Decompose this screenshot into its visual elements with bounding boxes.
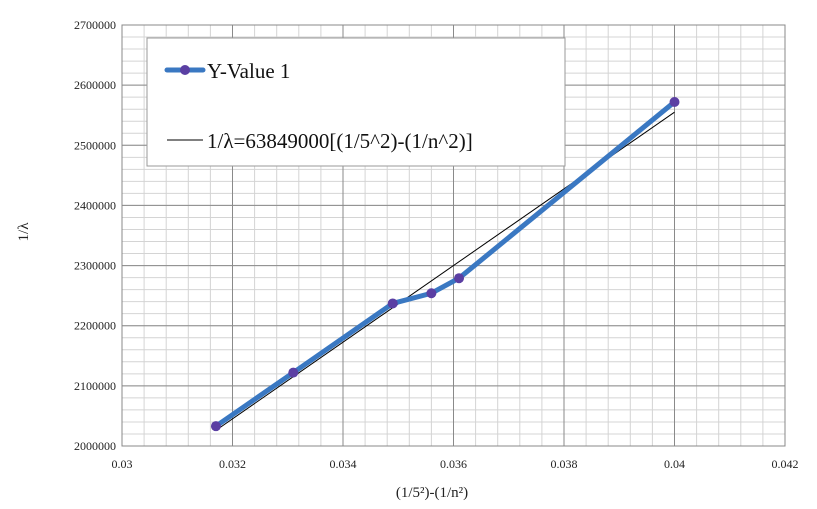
data-point <box>288 367 299 378</box>
x-tick-labels: 0.03 0.032 0.034 0.036 0.038 0.04 0.042 <box>112 457 799 471</box>
series-line <box>213 99 677 429</box>
series-layer <box>210 96 680 432</box>
plot-border <box>121 24 786 447</box>
y-tick-label: 2700000 <box>74 18 116 32</box>
y-tick-label: 2100000 <box>74 379 116 393</box>
data-point <box>387 298 398 309</box>
x-tick-label: 0.038 <box>551 457 578 471</box>
data-point <box>426 288 437 299</box>
data-point <box>454 273 465 284</box>
y-tick-labels: 2000000 2100000 2200000 2300000 2400000 25000… <box>74 18 116 453</box>
x-axis-label: (1/5²)-(1/n²) <box>396 485 468 501</box>
x-tick-label: 0.03 <box>112 457 133 471</box>
y-tick-label: 2000000 <box>74 439 116 453</box>
y-tick-label: 2500000 <box>74 138 116 152</box>
data-point <box>669 96 680 107</box>
x-tick-label: 0.034 <box>330 457 357 471</box>
y-tick-label: 2300000 <box>74 259 116 273</box>
legend-label-series-1: Y-Value 1 <box>207 59 290 83</box>
x-tick-label: 0.042 <box>772 457 799 471</box>
data-point <box>210 421 221 432</box>
legend-box <box>146 37 566 167</box>
legend: Y-Value 1 1/λ=63849000[(1/5^2)-(1/n^2)] <box>146 37 566 167</box>
y-tick-label: 2400000 <box>74 198 116 212</box>
y-tick-label: 2600000 <box>74 78 116 92</box>
y-axis-label: 1/λ <box>16 222 32 242</box>
legend-marker-series-1 <box>180 65 190 75</box>
legend-label-series-2: 1/λ=63849000[(1/5^2)-(1/n^2)] <box>207 129 473 153</box>
x-tick-label: 0.036 <box>440 457 467 471</box>
x-tick-label: 0.032 <box>219 457 246 471</box>
y-tick-label: 2200000 <box>74 319 116 333</box>
x-tick-label: 0.04 <box>664 457 685 471</box>
